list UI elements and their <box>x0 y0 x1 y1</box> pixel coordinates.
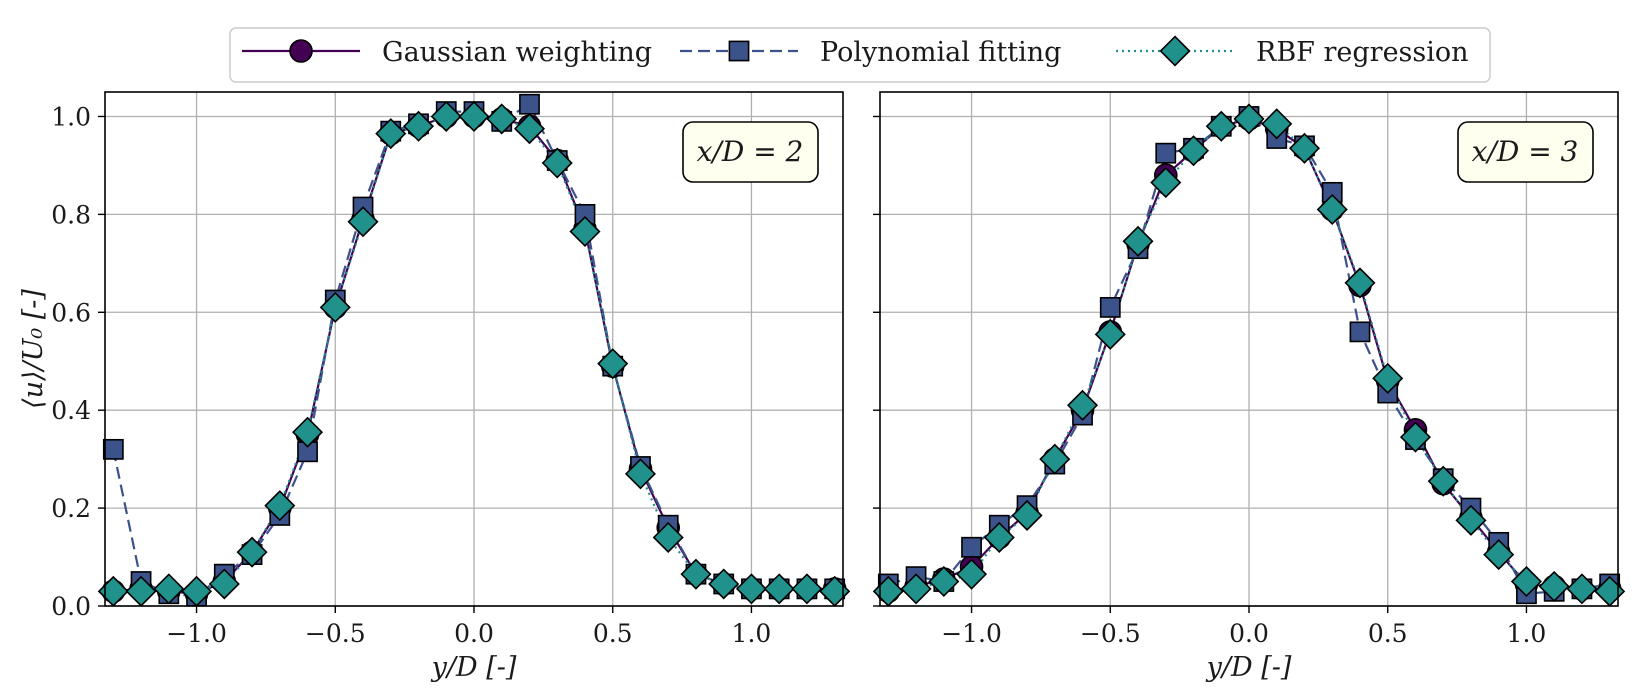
data-point <box>292 416 324 448</box>
data-point <box>1427 465 1459 497</box>
data-point <box>763 573 795 605</box>
data-point <box>928 565 960 598</box>
legend-marker <box>728 40 750 62</box>
data-point <box>458 100 490 133</box>
data-point <box>102 438 124 460</box>
data-point <box>1288 132 1321 164</box>
data-point <box>264 490 296 522</box>
data-point <box>1510 565 1542 598</box>
data-point <box>236 536 268 568</box>
data-point <box>1205 110 1237 142</box>
data-point <box>1538 570 1570 602</box>
data-point <box>735 573 767 605</box>
data-point <box>1316 193 1348 226</box>
legend-label: RBF regression <box>1256 37 1469 68</box>
chart-panel-right: −1.0 −0.5 0.0 0.5 1.0 y/D [-] x/D = 3 <box>872 91 1626 683</box>
legend-label: Gaussian weighting <box>382 37 652 68</box>
x-tick-label: −1.0 <box>166 619 227 648</box>
data-point <box>486 103 518 135</box>
x-tick-label: 0.0 <box>1229 619 1269 648</box>
data-point <box>519 93 540 115</box>
data-point <box>375 118 407 150</box>
x-axis-label: y/D [-] <box>1206 652 1292 683</box>
legend-item: RBF regression <box>1116 35 1469 68</box>
x-tick-label: −0.5 <box>1080 619 1141 648</box>
x-tick-label: −0.5 <box>305 619 366 648</box>
data-point <box>1099 296 1121 318</box>
data-point <box>1399 421 1431 453</box>
x-tick-label: 1.0 <box>1507 619 1547 648</box>
x-tick-label: 0.0 <box>454 619 494 648</box>
data-point <box>319 291 351 323</box>
data-point <box>97 575 129 607</box>
data-point <box>1483 539 1515 571</box>
data-point <box>900 573 932 605</box>
data-point <box>1094 318 1126 350</box>
legend: Gaussian weighting Polynomial fitting RBF … <box>229 27 1491 83</box>
data-point <box>153 573 185 605</box>
y-tick-label: 0.0 <box>51 592 91 621</box>
x-tick-label: 0.5 <box>1368 619 1408 648</box>
data-point <box>513 113 546 145</box>
annotation-label: x/D = 3 <box>1472 135 1579 168</box>
annotation-box: x/D = 2 <box>682 121 819 183</box>
y-axis-label: ⟨u⟩/U₀ [-] <box>18 289 49 409</box>
y-tick-label: 0.8 <box>51 200 91 229</box>
x-tick-label: −1.0 <box>941 619 1002 648</box>
data-point <box>569 215 601 248</box>
legend-marker <box>289 39 313 63</box>
legend-item: Gaussian weighting <box>242 37 652 68</box>
data-point <box>956 558 988 590</box>
data-point <box>1011 499 1043 531</box>
data-point <box>347 206 379 238</box>
data-point <box>1455 504 1487 536</box>
data-point <box>791 573 823 605</box>
data-point <box>652 521 684 553</box>
legend-marker <box>1159 35 1191 67</box>
chart-panel-left: −1.0 −0.5 0.0 0.5 1.0 0.0 0.2 0.4 0.6 0.8 1.0 y/D … <box>18 91 851 683</box>
data-point <box>1122 225 1154 257</box>
y-tick-label: 0.2 <box>51 494 91 523</box>
data-point <box>680 558 712 590</box>
x-tick-label: 1.0 <box>732 619 772 648</box>
data-point <box>1177 135 1210 167</box>
data-point <box>541 147 573 179</box>
data-point <box>1372 362 1404 394</box>
data-point <box>1344 267 1376 299</box>
data-point <box>1155 142 1177 164</box>
x-axis-label: y/D [-] <box>431 652 517 683</box>
legend-item: Polynomial fitting <box>680 37 1061 68</box>
legend-label: Polynomial fitting <box>820 37 1061 68</box>
x-tick-label: 0.5 <box>593 619 633 648</box>
data-point <box>402 110 435 142</box>
data-point <box>1150 167 1182 199</box>
data-point <box>1349 321 1371 343</box>
data-point <box>1261 108 1293 140</box>
data-point <box>1067 389 1099 421</box>
data-point <box>597 348 629 380</box>
data-point <box>1233 103 1265 135</box>
data-point <box>430 100 462 133</box>
data-point <box>1039 443 1071 475</box>
data-point <box>983 521 1015 553</box>
annotation-box: x/D = 3 <box>1457 121 1594 183</box>
data-point <box>624 458 656 490</box>
y-tick-label: 0.4 <box>51 396 91 425</box>
data-point <box>961 536 982 558</box>
annotation-label: x/D = 2 <box>697 135 804 168</box>
data-point <box>208 568 240 600</box>
y-tick-label: 0.6 <box>51 298 91 327</box>
data-point <box>708 568 740 600</box>
y-tick-label: 1.0 <box>51 102 91 131</box>
data-point <box>1566 573 1598 605</box>
